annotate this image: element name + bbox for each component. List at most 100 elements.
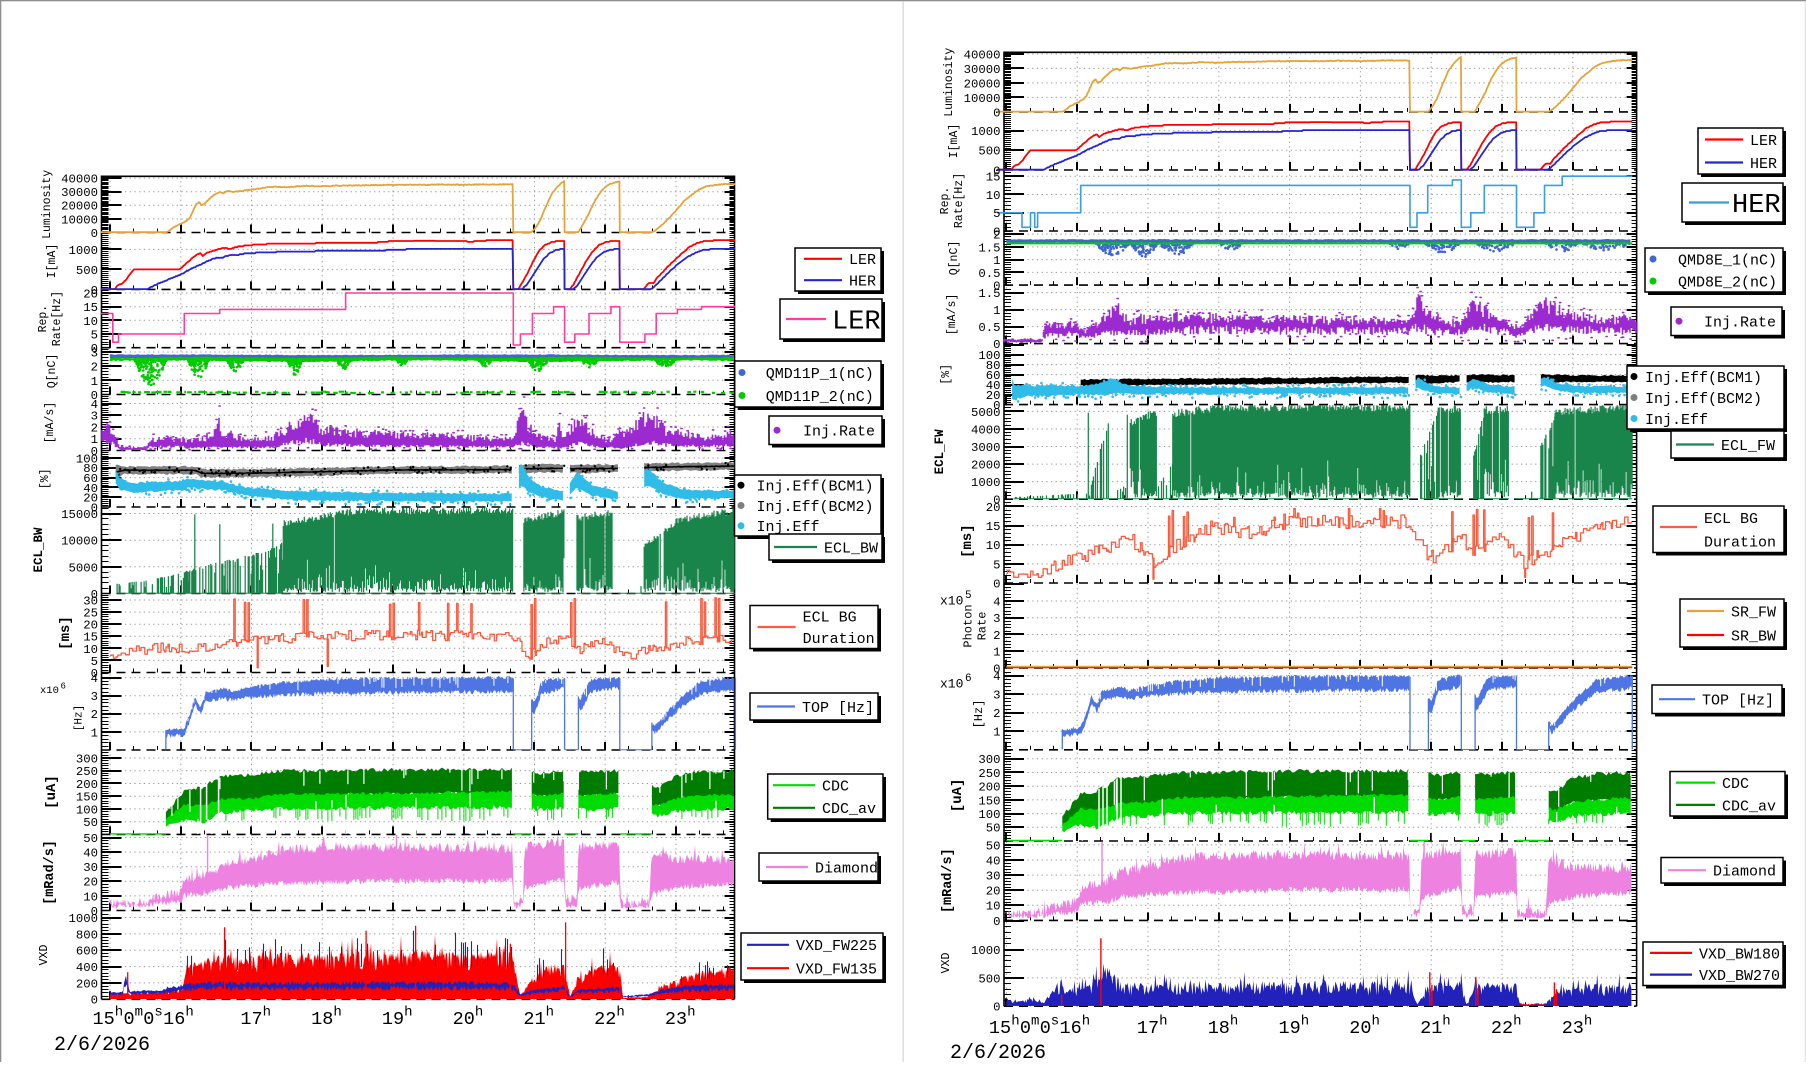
svg-text:4: 4 <box>91 672 98 686</box>
svg-text:ECL_BW: ECL_BW <box>824 540 878 557</box>
svg-text:x10: x10 <box>940 677 963 692</box>
svg-text:3: 3 <box>993 612 1000 626</box>
svg-text:0: 0 <box>91 445 98 459</box>
svg-text:0: 0 <box>993 1001 1000 1015</box>
svg-text:5000: 5000 <box>971 406 1001 420</box>
svg-text:20: 20 <box>83 876 98 890</box>
svg-text:2: 2 <box>91 421 98 435</box>
svg-text:1: 1 <box>91 433 98 447</box>
svg-text:Duration: Duration <box>1704 534 1776 551</box>
svg-text:h: h <box>115 1005 123 1021</box>
svg-text:21: 21 <box>523 1009 545 1030</box>
svg-text:HER: HER <box>1732 191 1781 221</box>
svg-text:0: 0 <box>993 494 1000 508</box>
svg-text:15: 15 <box>83 301 98 315</box>
svg-text:m: m <box>1031 1014 1039 1030</box>
svg-text:3: 3 <box>91 690 98 704</box>
svg-text:h: h <box>616 1005 624 1021</box>
svg-text:[ms]: [ms] <box>58 616 74 650</box>
svg-text:1000: 1000 <box>68 912 98 926</box>
svg-text:250: 250 <box>76 765 98 779</box>
svg-text:10: 10 <box>83 315 98 329</box>
svg-text:1000: 1000 <box>68 244 98 258</box>
svg-text:2000: 2000 <box>971 459 1001 473</box>
svg-text:25: 25 <box>83 607 98 621</box>
svg-text:Diamond: Diamond <box>815 860 878 877</box>
svg-text:15: 15 <box>986 520 1001 534</box>
svg-text:h: h <box>1301 1014 1309 1030</box>
svg-text:Diamond: Diamond <box>1713 864 1776 881</box>
svg-text:LER: LER <box>1750 133 1777 150</box>
svg-text:15: 15 <box>83 631 98 645</box>
svg-text:2: 2 <box>91 361 98 375</box>
svg-text:40: 40 <box>986 379 1001 393</box>
svg-text:LER: LER <box>832 308 881 338</box>
svg-text:20000: 20000 <box>61 200 98 214</box>
svg-text:30000: 30000 <box>61 186 98 200</box>
svg-text:50: 50 <box>986 822 1001 836</box>
svg-text:[mRad/s]: [mRad/s] <box>43 840 58 905</box>
svg-text:h: h <box>1584 1014 1592 1030</box>
svg-text:h: h <box>1011 1014 1019 1030</box>
svg-text:23: 23 <box>665 1009 687 1030</box>
svg-text:Inj.Eff: Inj.Eff <box>757 519 820 536</box>
svg-text:5: 5 <box>965 590 972 602</box>
svg-text:0: 0 <box>993 662 1000 676</box>
svg-text:0: 0 <box>993 915 1000 929</box>
svg-text:4: 4 <box>993 670 1000 684</box>
svg-text:40000: 40000 <box>61 173 98 187</box>
svg-text:18: 18 <box>1208 1018 1230 1039</box>
svg-text:200: 200 <box>978 781 1000 795</box>
svg-text:0: 0 <box>993 164 1000 178</box>
svg-text:Duration: Duration <box>803 631 875 648</box>
svg-text:Inj.Eff(BCM2): Inj.Eff(BCM2) <box>757 499 874 516</box>
svg-text:[Hz]: [Hz] <box>74 705 86 731</box>
svg-text:[ms]: [ms] <box>960 524 976 558</box>
svg-text:50: 50 <box>83 832 98 846</box>
svg-text:3000: 3000 <box>971 441 1001 455</box>
svg-text:20: 20 <box>1349 1018 1371 1039</box>
svg-text:4: 4 <box>993 595 1000 609</box>
svg-text:20: 20 <box>83 492 98 506</box>
svg-text:h: h <box>1082 1014 1090 1030</box>
svg-text:5: 5 <box>993 558 1000 572</box>
svg-text:0: 0 <box>1040 1018 1051 1039</box>
svg-text:400: 400 <box>76 961 98 975</box>
svg-text:h: h <box>404 1005 412 1021</box>
svg-text:Rate[Hz]: Rate[Hz] <box>953 173 966 228</box>
svg-text:30: 30 <box>83 594 98 608</box>
svg-text:20: 20 <box>986 389 1001 403</box>
svg-text:VXD_BW180: VXD_BW180 <box>1699 946 1780 963</box>
svg-text:Rep.: Rep. <box>37 305 50 333</box>
svg-text:ECL_BW: ECL_BW <box>32 527 46 573</box>
svg-text:500: 500 <box>76 264 98 278</box>
svg-text:150: 150 <box>76 791 98 805</box>
svg-text:0: 0 <box>91 342 98 356</box>
svg-text:CDC_av: CDC_av <box>822 801 876 818</box>
svg-text:16: 16 <box>163 1009 185 1030</box>
svg-text:QMD11P_2(nC): QMD11P_2(nC) <box>766 389 874 406</box>
svg-text:20: 20 <box>83 619 98 633</box>
svg-text:[mRad/s]: [mRad/s] <box>941 848 956 913</box>
svg-text:20: 20 <box>83 287 98 301</box>
svg-text:I[mA]: I[mA] <box>948 124 961 159</box>
svg-text:2: 2 <box>91 708 98 722</box>
svg-text:5000: 5000 <box>68 561 98 575</box>
svg-text:TOP [Hz]: TOP [Hz] <box>1702 693 1774 710</box>
svg-text:0: 0 <box>993 280 1000 294</box>
svg-text:h: h <box>475 1005 483 1021</box>
svg-text:5: 5 <box>91 655 98 669</box>
svg-text:4: 4 <box>91 398 98 412</box>
svg-text:VXD: VXD <box>38 945 51 966</box>
svg-text:500: 500 <box>978 972 1000 986</box>
svg-text:21: 21 <box>1420 1018 1442 1039</box>
svg-text:Rep.: Rep. <box>939 187 952 215</box>
svg-text:500: 500 <box>978 145 1000 159</box>
svg-text:1: 1 <box>993 304 1000 318</box>
svg-text:30000: 30000 <box>964 63 1001 77</box>
svg-text:LER: LER <box>849 252 876 269</box>
svg-text:80: 80 <box>986 359 1001 373</box>
svg-text:1: 1 <box>91 726 98 740</box>
svg-text:15000: 15000 <box>61 508 98 522</box>
svg-text:0.5: 0.5 <box>978 267 1000 281</box>
